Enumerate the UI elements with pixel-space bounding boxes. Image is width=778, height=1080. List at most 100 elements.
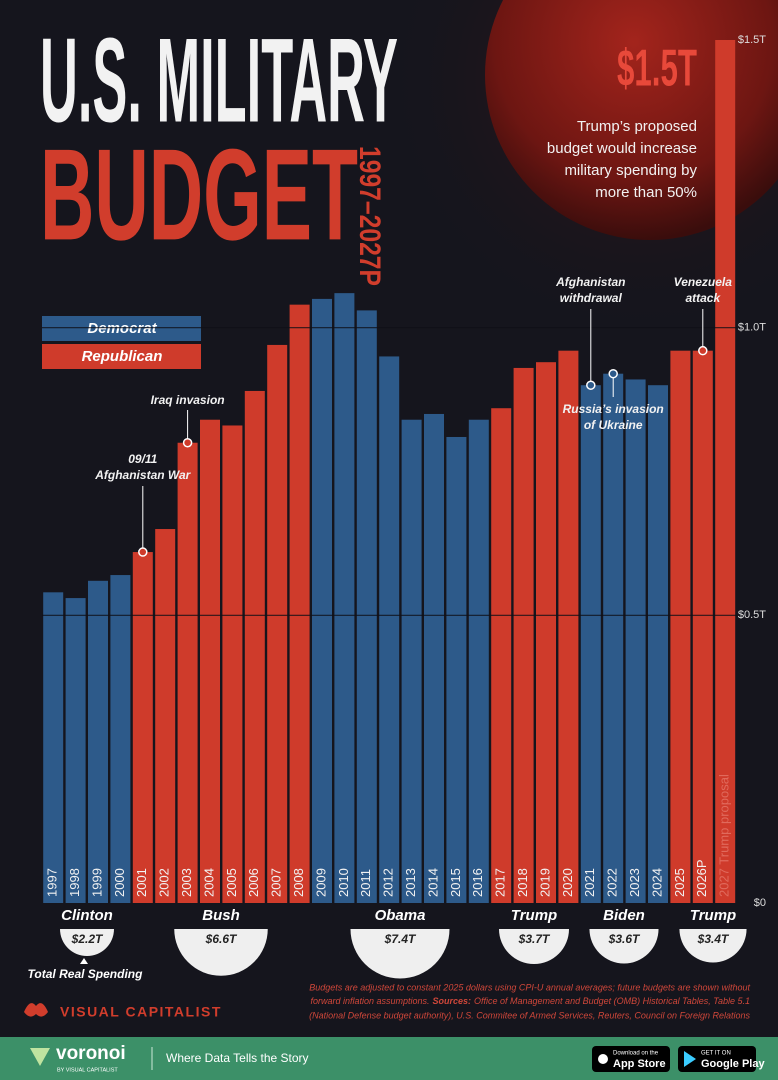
annotation-text: Afghanistan War (94, 468, 191, 482)
footnote: forward inflation assumptions. Sources: Of… (310, 996, 750, 1006)
google-play-icon (684, 1051, 696, 1067)
x-tick-label: 2016 (470, 868, 485, 897)
annotation-text: Afghanistan (555, 275, 625, 289)
bar (625, 379, 646, 903)
spending-semicircle (60, 929, 114, 956)
x-tick-label: 2025 (672, 868, 687, 897)
president-name: Biden (603, 907, 645, 924)
callout-text: more than 50% (595, 184, 697, 201)
bar (244, 390, 265, 903)
bar (670, 350, 691, 903)
x-tick-label: 2023 (627, 868, 642, 897)
bar (110, 575, 131, 903)
x-tick-label: 2013 (403, 868, 418, 897)
y-tick-label: $1.5T (738, 34, 766, 46)
bar (468, 419, 489, 903)
legend-swatch (42, 316, 201, 341)
app-store-text[interactable]: App Store (613, 1058, 666, 1070)
bar (312, 298, 332, 903)
annotation-text: Venezuela (674, 275, 733, 289)
title-line2: BUDGET (40, 121, 358, 267)
x-tick-label: 2004 (201, 868, 216, 897)
google-small[interactable]: GET IT ON (701, 1051, 731, 1057)
footnote-sources-label: Sources: (433, 996, 472, 1006)
annotation-text: withdrawal (560, 291, 623, 305)
bar (88, 580, 108, 903)
bar (200, 419, 220, 903)
bar (222, 425, 243, 903)
annotation-dot (586, 380, 596, 390)
x-tick-label: 2022 (605, 868, 620, 897)
x-tick-label: 2006 (246, 868, 261, 897)
footer-tagline: Where Data Tells the Story (166, 1051, 309, 1065)
y-tick-label: $0 (754, 897, 766, 909)
annotation-text: Iraq invasion (151, 393, 225, 407)
bar (289, 304, 310, 903)
x-tick-label: 1997 (45, 868, 60, 897)
president-name: Trump (690, 907, 736, 924)
annotation-dot (698, 345, 708, 356)
bar (43, 592, 64, 903)
bar (580, 385, 601, 903)
x-tick-label: 2002 (157, 868, 172, 897)
google-text[interactable]: Google Play (701, 1058, 765, 1070)
legend-swatch (42, 344, 201, 369)
bar (401, 419, 422, 903)
bar (65, 598, 86, 903)
bar (334, 293, 355, 903)
bar (491, 408, 512, 903)
annotation-text: attack (685, 291, 721, 305)
x-tick-label: 2003 (179, 868, 194, 897)
bar (267, 344, 288, 904)
bar (424, 413, 444, 903)
x-tick-label: 2007 (269, 868, 284, 897)
x-tick-label: 2008 (291, 868, 306, 897)
callout-value: $1.5T (617, 40, 697, 98)
footer-logo-sub: BY VISUAL CAPITALIST (57, 1067, 118, 1073)
x-tick-label: 2011 (358, 869, 373, 897)
spending-label: $3.6T (608, 932, 641, 946)
bar (715, 40, 736, 903)
x-tick-label: 2017 (493, 868, 508, 897)
x-tick-label: 2015 (448, 868, 463, 897)
x-tick-label: 2014 (425, 868, 440, 897)
google-play-button[interactable] (678, 1046, 756, 1072)
y-tick-label: $0.5T (738, 609, 766, 621)
bar (648, 385, 668, 903)
spending-semicircle (589, 929, 659, 964)
x-tick-label: 2010 (336, 868, 351, 897)
voronoi-icon (30, 1048, 50, 1066)
footnote: (National Defense budget authority), U.S… (309, 1010, 750, 1020)
spending-semicircle (350, 929, 450, 979)
y-tick-label: $1.0T (738, 322, 766, 334)
title-line1: U.S. MILITARY (40, 14, 398, 148)
footer-logo: voronoi (56, 1043, 126, 1064)
bar (177, 442, 198, 903)
x-tick-label: 2018 (515, 868, 530, 897)
bar (132, 552, 153, 903)
footnote-note: forward inflation assumptions. (310, 996, 429, 1006)
president-name: Trump (511, 907, 557, 924)
spending-semicircle (679, 929, 747, 963)
x-tick-label: 2024 (649, 868, 664, 897)
brand-logo (24, 1003, 48, 1017)
spending-label: $2.2T (71, 932, 104, 946)
president-name: Clinton (61, 907, 113, 924)
app-store-button[interactable] (592, 1046, 670, 1072)
spending-label: $3.7T (518, 932, 551, 946)
x-tick-label: 1999 (89, 868, 104, 897)
size-legend: Total Real Spending (28, 967, 144, 981)
annotation-text: 09/11 (128, 452, 157, 466)
app-store-small[interactable]: Download on the (613, 1051, 659, 1057)
title-period: 1997–2027P (353, 146, 386, 286)
bar (536, 362, 556, 904)
footnote-sources: Office of Management and Budget (OMB) Hi… (474, 996, 750, 1006)
brand-name: VISUAL CAPITALIST (60, 1004, 222, 1020)
bar (513, 367, 534, 903)
planet (485, 0, 778, 240)
callout-text: military spending by (564, 162, 697, 179)
x-tick-label: 2000 (112, 868, 127, 897)
bar (692, 350, 713, 903)
